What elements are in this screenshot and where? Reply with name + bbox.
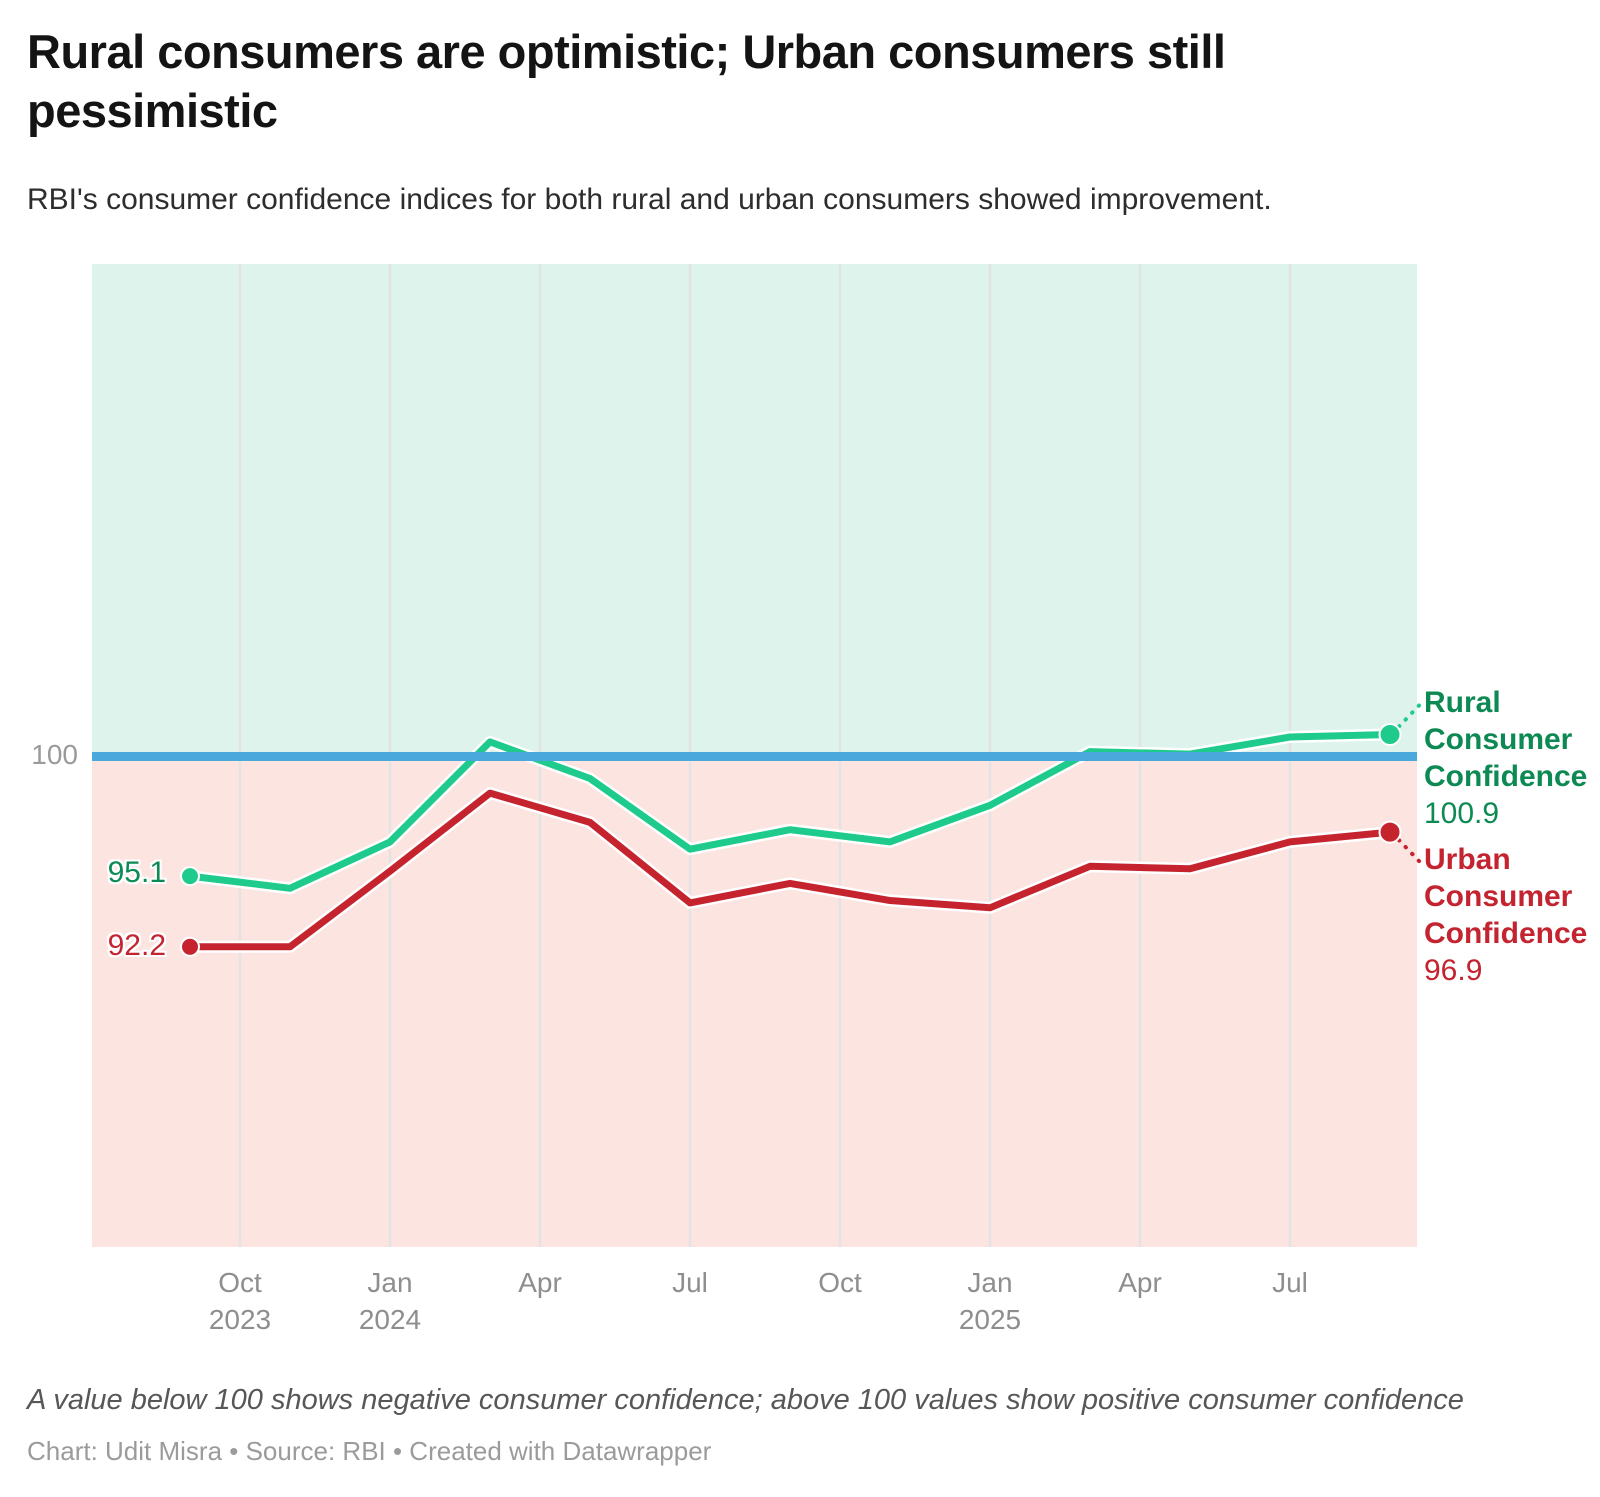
footnote: A value below 100 shows negative consume… [27,1384,1464,1416]
x-tick-month: Apr [1118,1267,1162,1298]
urban-end-dot [1378,820,1402,844]
legend-rural-line2: Consumer [1424,723,1573,756]
x-tick-label: Jul [1230,1264,1350,1301]
positive-band [92,264,1417,757]
x-tick-month: Jan [967,1267,1013,1298]
x-tick-label: Jan 2025 [930,1264,1050,1338]
legend-urban-line1: Urban [1424,843,1511,876]
x-tick-label: Apr [480,1264,600,1301]
rural-start-value: 95.1 [107,856,166,889]
urban-line [184,787,1396,953]
x-tick-label: Oct 2023 [180,1264,300,1338]
legend-urban-line2: Consumer [1424,880,1573,913]
x-tick-year: 2023 [208,1304,272,1335]
legend-rural-line3: Confidence [1424,760,1588,793]
x-tick-label: Oct [780,1264,900,1301]
rural-start-dot [180,866,200,887]
x-tick-month: Oct [218,1267,262,1298]
urban-start-value: 92.2 [107,929,166,962]
legend-urban-line3: Confidence [1424,917,1588,950]
urban-label-connector [1397,838,1423,866]
x-tick-label: Apr [1080,1264,1200,1301]
legend-rural-line1: Rural [1424,686,1501,719]
x-tick-month: Jan [367,1267,413,1298]
legend-urban: Urban Consumer Confidence 96.9 [1424,841,1594,989]
legend-rural: Rural Consumer Confidence 100.9 [1424,684,1594,832]
x-tick-month: Oct [818,1267,862,1298]
x-tick-month: Jul [1272,1267,1308,1298]
negative-band [92,756,1417,1247]
urban-start-dot [180,936,200,957]
x-tick-label: Jul [630,1264,750,1301]
rural-end-dot [1378,723,1402,746]
x-tick-month: Jul [672,1267,708,1298]
x-tick-year: 2024 [358,1304,422,1335]
legend-urban-value: 96.9 [1424,954,1483,987]
page-title: Rural consumers are optimistic; Urban co… [27,25,1226,137]
x-tick-month: Apr [518,1267,562,1298]
x-tick-label: Jan 2024 [330,1264,450,1338]
x-tick-year: 2025 [958,1304,1022,1335]
attribution: Chart: Udit Misra • Source: RBI • Create… [27,1436,712,1466]
page-subtitle: RBI's consumer confidence indices for bo… [27,183,1272,216]
y-axis-label-100: 100 [31,739,78,770]
rural-label-connector [1397,701,1423,729]
legend-rural-value: 100.9 [1424,797,1500,830]
